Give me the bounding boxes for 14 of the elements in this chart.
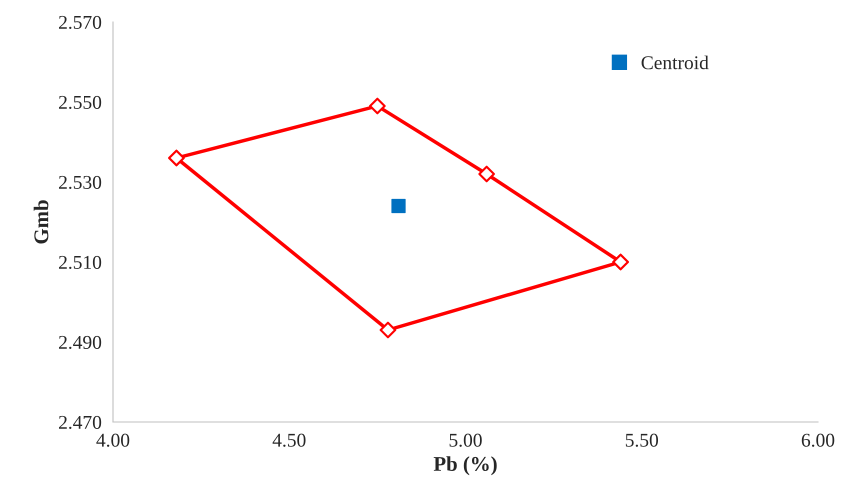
y-axis-title: Gmb (34, 200, 48, 244)
y-tick-label: 2.530 (58, 176, 102, 190)
y-tick-label: 2.570 (58, 16, 102, 30)
x-tick-label: 4.50 (272, 434, 306, 447)
y-tick-label: 2.470 (58, 416, 102, 430)
x-axis-title: Pb (%) (434, 456, 497, 476)
x-tick-label: 4.00 (96, 434, 130, 447)
y-tick-label: 2.490 (58, 336, 102, 350)
x-tick-label: 6.00 (802, 434, 834, 447)
legend-label: Centroid (642, 56, 709, 70)
x-tick-label: 5.00 (450, 434, 482, 447)
x-tick-label: 5.50 (626, 434, 658, 447)
y-tick-label: 2.550 (58, 96, 102, 110)
y-tick-label: 2.510 (58, 256, 102, 270)
